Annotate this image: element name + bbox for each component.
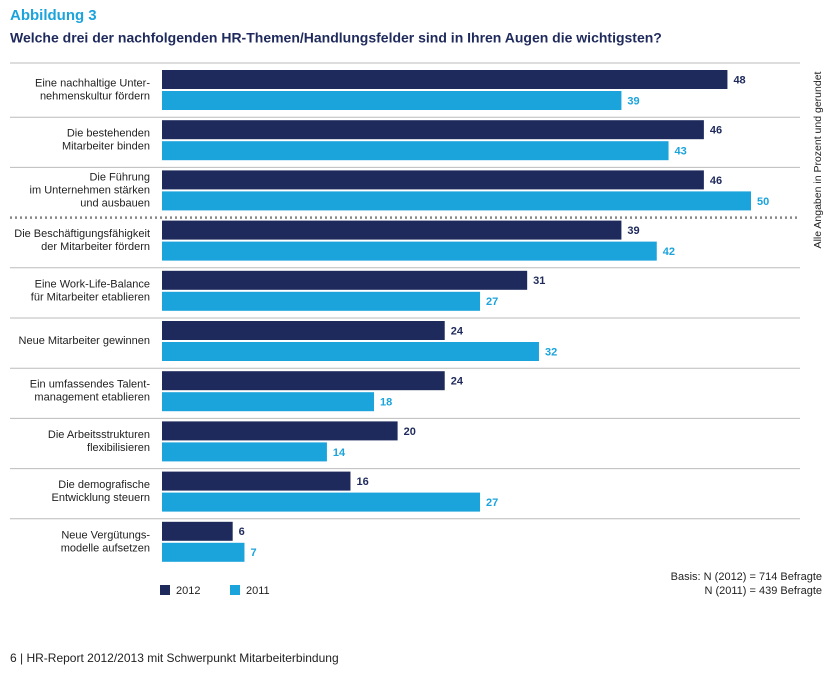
legend-swatch	[160, 585, 170, 595]
category-label: Neue Vergütungs-modelle aufsetzen	[61, 529, 151, 554]
value-label: 43	[675, 146, 687, 158]
value-label: 20	[404, 426, 416, 438]
bar	[162, 342, 539, 361]
bar	[162, 392, 375, 412]
chart-title: Welche drei der nachfolgenden HR-Themen/…	[10, 30, 662, 46]
value-label: 46	[710, 175, 722, 187]
basis: Basis: N (2012) = 714 Befragte	[671, 571, 822, 583]
value-label: 7	[250, 547, 256, 559]
category-label: Eine Work-Life-Balance für Mitarbeiter et…	[31, 278, 150, 303]
category-label: Die Führung im Unternehmen stärken und aus…	[30, 171, 150, 209]
value-label: 27	[486, 497, 498, 509]
note: Alle Angaben in Prozent und gerundet	[812, 71, 824, 248]
value-label: 16	[356, 476, 368, 488]
bar	[162, 542, 245, 562]
value-label: 31	[533, 275, 545, 287]
bar	[162, 371, 445, 391]
bar	[162, 70, 728, 89]
bar	[162, 442, 327, 462]
bar	[162, 91, 622, 110]
value-label: 39	[627, 225, 639, 237]
category-label: Die Beschäftigungsfähigkeit der Mitarbeit…	[14, 228, 150, 253]
bar	[162, 170, 704, 190]
bar	[162, 471, 351, 491]
legend-label: 2011	[246, 585, 270, 597]
value-label: 42	[663, 246, 675, 258]
category-label: Neue Mitarbeiter gewinnen	[19, 335, 150, 347]
bar	[162, 120, 704, 140]
value-label: 48	[733, 74, 745, 86]
heading: Abbildung 3	[10, 7, 97, 24]
bar	[162, 141, 669, 161]
value-label: 39	[627, 95, 639, 107]
value-label: 24	[451, 325, 464, 337]
bar	[162, 291, 481, 311]
value-label: 27	[486, 296, 498, 308]
bar	[162, 521, 233, 541]
bar	[162, 421, 398, 441]
bar	[162, 191, 751, 211]
bar	[162, 492, 481, 512]
basis: N (2011) = 439 Befragte	[704, 585, 822, 597]
footer: 6 | HR-Report 2012/2013 mit Schwerpunkt …	[10, 651, 339, 665]
value-label: 14	[333, 447, 346, 459]
value-label: 24	[451, 376, 464, 388]
value-label: 32	[545, 346, 557, 358]
value-label: 6	[239, 526, 245, 538]
value-label: 50	[757, 196, 769, 208]
category-label: Ein umfassendes Talent-management etabli…	[30, 379, 151, 404]
bar	[162, 220, 622, 240]
legend-label: 2012	[176, 585, 200, 597]
bar	[162, 270, 528, 290]
category-label: Die Arbeitsstrukturen flexibilisieren	[48, 429, 150, 454]
category-label: Die demografische Entwicklung steuern	[52, 479, 150, 504]
legend-swatch	[230, 585, 240, 595]
value-label: 18	[380, 397, 392, 409]
category-label: Die bestehenden Mitarbeiter binden	[62, 128, 150, 153]
value-label: 46	[710, 125, 722, 137]
bar	[162, 321, 445, 340]
bar	[162, 241, 657, 261]
category-label: Eine nachhaltige Unter-nehmenskultur för…	[35, 77, 150, 102]
